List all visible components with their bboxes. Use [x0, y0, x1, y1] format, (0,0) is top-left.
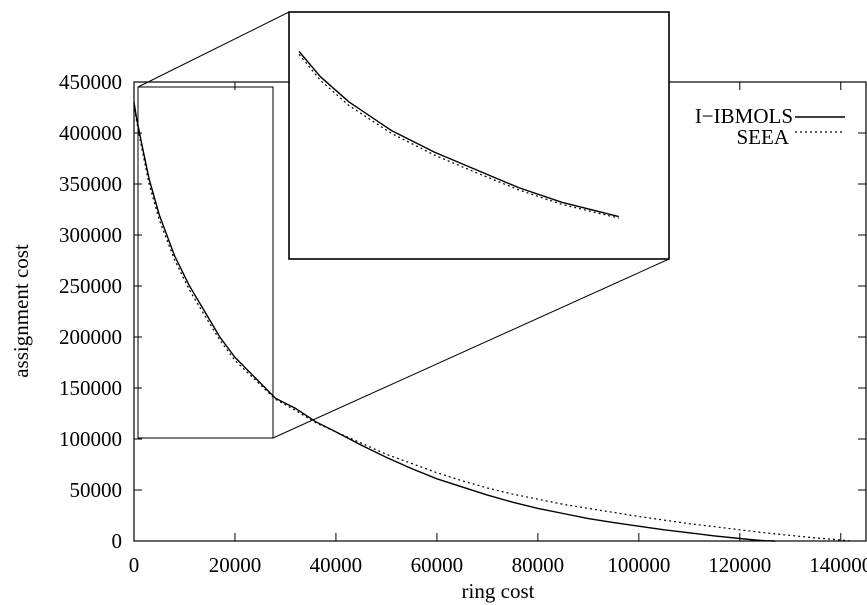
x-tick-label: 100000 [607, 553, 670, 577]
y-tick-label: 350000 [59, 172, 122, 196]
y-tick-label: 50000 [70, 478, 123, 502]
x-axis: 0 20000 40000 60000 80000 100000 120000 140000 [129, 82, 867, 577]
x-tick-label: 120000 [708, 553, 771, 577]
legend-label-i-ibmols: I−IBMOLS [695, 104, 793, 128]
zoom-inset [288, 11, 670, 260]
y-axis-label: assignment cost [9, 244, 33, 378]
x-tick-label: 140000 [809, 553, 867, 577]
inset-series-line-i-ibmols [298, 51, 619, 218]
x-tick-label: 40000 [310, 553, 363, 577]
zoom-region-box [137, 86, 274, 439]
x-axis-label: ring cost [462, 579, 535, 603]
y-tick-label: 300000 [59, 223, 122, 247]
zoom-connectors [137, 11, 670, 439]
x-tick-label: 0 [129, 553, 140, 577]
y-tick-label: 400000 [59, 121, 122, 145]
legend: I−IBMOLS SEEA [695, 104, 845, 149]
inset-series-line-seea [298, 54, 619, 219]
y-tick-label: 450000 [59, 70, 122, 94]
x-tick-label: 60000 [411, 553, 464, 577]
series-line-i-ibmols [133, 102, 776, 542]
x-tick-label: 20000 [209, 553, 262, 577]
zoom-connector-top [137, 11, 290, 88]
zoom-inset-series-group [298, 51, 619, 219]
y-tick-label: 0 [112, 529, 123, 553]
y-tick-label: 250000 [59, 274, 122, 298]
y-tick-label: 100000 [59, 427, 122, 451]
y-tick-label: 150000 [59, 376, 122, 400]
x-tick-label: 80000 [512, 553, 565, 577]
y-axis: 0 50000 100000 150000 200000 250000 300000 3500… [59, 70, 866, 553]
zoom-inset-frame [288, 11, 670, 260]
legend-label-seea: SEEA [737, 125, 790, 149]
main-series-group [133, 102, 851, 542]
zoom-connector-bottom [272, 258, 670, 439]
y-tick-label: 200000 [59, 325, 122, 349]
series-line-seea [133, 104, 851, 542]
